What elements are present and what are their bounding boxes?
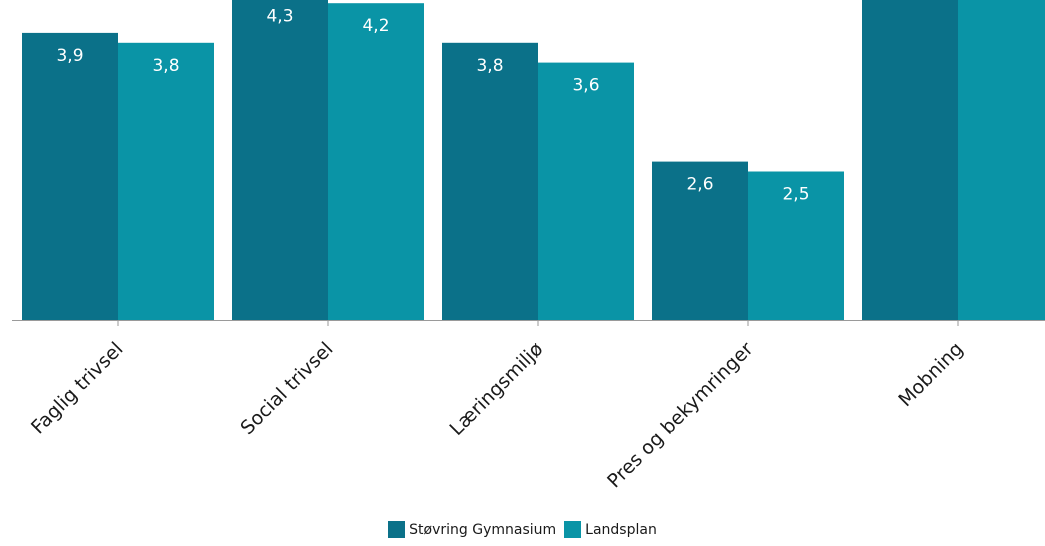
data-label-1-0: 3,8 [152, 56, 179, 76]
data-label-0-3: 2,6 [686, 175, 713, 195]
data-label-1-1: 4,2 [362, 16, 389, 36]
data-labels: 3,93,84,34,23,83,62,62,54,84,7 [56, 6, 809, 205]
data-label-0-0: 3,9 [56, 46, 83, 66]
bar-st-vring-gymnasium-0 [22, 32, 118, 321]
bar-st-vring-gymnasium-4 [862, 0, 958, 321]
x-axis-ticks [117, 320, 959, 326]
data-label-0-2: 3,8 [476, 56, 503, 76]
bar-landsplan-4 [958, 0, 1045, 320]
legend-label-series-0: Støvring Gymnasium [409, 521, 557, 538]
legend-item-series-1: Landsplan [564, 521, 657, 538]
legend-item-series-0: Støvring Gymnasium [388, 521, 556, 538]
category-label-4: Mobning [894, 338, 967, 411]
category-label-0: Faglig trivsel [27, 338, 128, 439]
legend-swatch-series-1 [564, 521, 582, 538]
data-label-1-2: 3,6 [572, 76, 599, 96]
data-label-1-3: 2,5 [782, 185, 809, 205]
legend-label-series-1: Landsplan [585, 521, 657, 538]
bar-landsplan-0 [118, 42, 214, 321]
bar-st-vring-gymnasium-1 [232, 0, 328, 321]
category-label-3: Pres og bekymringer [603, 338, 758, 493]
bar-landsplan-1 [328, 3, 424, 320]
legend-swatch-series-0 [388, 521, 406, 538]
category-label-1: Social trivsel [236, 338, 337, 439]
category-labels: Faglig trivsel Social trivsel Læringsmiljø… [27, 338, 968, 493]
bar-landsplan-3 [748, 171, 844, 320]
bar-st-vring-gymnasium-3 [652, 161, 748, 320]
category-label-2: Læringsmiljø [445, 338, 547, 440]
bar-chart: 3,93,84,34,23,83,62,62,54,84,7 Faglig tr… [12, 0, 1045, 493]
data-label-0-1: 4,3 [266, 6, 293, 26]
legend: Støvring Gymnasium Landsplan [0, 521, 1045, 538]
bars [22, 0, 1045, 321]
bar-st-vring-gymnasium-2 [442, 42, 538, 321]
bar-landsplan-2 [538, 62, 634, 320]
